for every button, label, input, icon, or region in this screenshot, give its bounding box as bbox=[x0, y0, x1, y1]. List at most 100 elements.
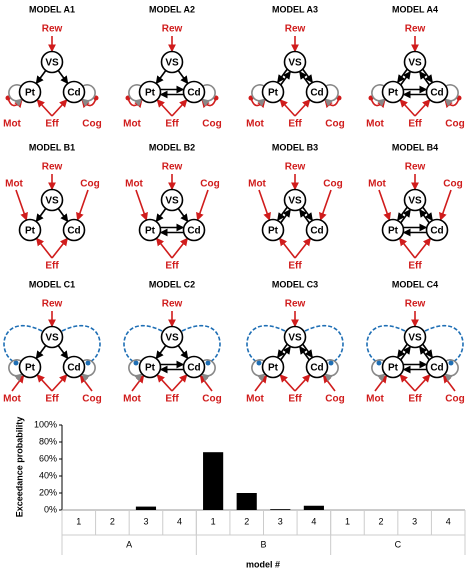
input-label: Eff bbox=[45, 119, 59, 130]
model-title: MODEL A2 bbox=[149, 4, 195, 14]
edge bbox=[279, 374, 296, 392]
node bbox=[18, 355, 42, 379]
model-title: MODEL A4 bbox=[392, 4, 438, 14]
input-label: Rew bbox=[285, 24, 306, 35]
edge bbox=[196, 189, 209, 221]
edge bbox=[258, 189, 271, 221]
node-label: VS bbox=[288, 196, 302, 207]
node-label: Cd bbox=[430, 88, 443, 99]
node bbox=[283, 50, 307, 74]
x-tick-label: 4 bbox=[177, 516, 182, 526]
bar bbox=[203, 452, 224, 510]
edge bbox=[76, 189, 89, 221]
edge bbox=[276, 68, 288, 83]
node bbox=[381, 80, 405, 104]
node bbox=[138, 218, 162, 242]
edge bbox=[442, 374, 456, 392]
y-tick-label: 100% bbox=[34, 419, 57, 429]
modulation-dot bbox=[133, 360, 139, 366]
model-title: MODEL B4 bbox=[392, 142, 438, 152]
edge bbox=[322, 374, 336, 392]
self-loop bbox=[128, 84, 143, 107]
self-loop bbox=[8, 359, 23, 382]
node bbox=[305, 80, 329, 104]
input-label: Eff bbox=[408, 261, 422, 272]
group-label: A bbox=[126, 539, 132, 549]
node-label: Cd bbox=[187, 226, 200, 237]
edge bbox=[294, 374, 311, 392]
y-tick-label: 40% bbox=[39, 470, 57, 480]
modulation-dot bbox=[256, 360, 262, 366]
node bbox=[381, 355, 405, 379]
model-title: MODEL A3 bbox=[272, 4, 318, 14]
node-label: VS bbox=[288, 333, 302, 344]
node-label: Cd bbox=[187, 363, 200, 374]
edge bbox=[298, 209, 310, 224]
node bbox=[261, 218, 285, 242]
input-label: Rew bbox=[42, 162, 63, 173]
model-title: MODEL C4 bbox=[392, 279, 438, 289]
self-loop bbox=[251, 359, 266, 382]
input-label: Mot bbox=[3, 119, 21, 130]
edge bbox=[400, 209, 412, 224]
input-label: Rew bbox=[162, 24, 183, 35]
node bbox=[261, 80, 285, 104]
bar bbox=[303, 505, 324, 510]
input-label: Rew bbox=[285, 162, 306, 173]
input-label: Mot bbox=[3, 394, 21, 405]
edge bbox=[36, 99, 53, 117]
input-label: Cog bbox=[445, 394, 464, 405]
node-label: Pt bbox=[268, 88, 279, 99]
input-label: Mot bbox=[368, 179, 386, 190]
edge bbox=[156, 99, 173, 117]
bar bbox=[135, 506, 157, 510]
node bbox=[18, 80, 42, 104]
node-label: Pt bbox=[25, 363, 36, 374]
node bbox=[182, 355, 206, 379]
edge bbox=[36, 374, 53, 392]
bar bbox=[236, 493, 257, 510]
input-label: Eff bbox=[288, 119, 302, 130]
model-title: MODEL A1 bbox=[29, 4, 75, 14]
node-label: VS bbox=[45, 58, 59, 69]
modulation-dot bbox=[328, 360, 334, 366]
edge bbox=[35, 69, 47, 85]
input-label: Eff bbox=[288, 261, 302, 272]
edge bbox=[35, 344, 47, 360]
x-tick-label: 3 bbox=[143, 516, 148, 526]
edge bbox=[398, 237, 416, 259]
model-title: MODEL C2 bbox=[149, 279, 195, 289]
input-label: Eff bbox=[408, 394, 422, 405]
modulation bbox=[3, 324, 43, 364]
self-loop bbox=[324, 359, 339, 382]
node bbox=[18, 218, 42, 242]
node bbox=[40, 188, 64, 212]
edge bbox=[135, 189, 148, 221]
self-loop bbox=[371, 359, 386, 382]
edge bbox=[396, 343, 408, 358]
x-tick-label: 4 bbox=[311, 516, 316, 526]
self-loop bbox=[81, 84, 96, 107]
edge bbox=[155, 237, 173, 259]
node bbox=[62, 80, 86, 104]
edge bbox=[254, 374, 268, 392]
node-label: Pt bbox=[268, 363, 279, 374]
modulation bbox=[304, 324, 344, 364]
input-label: Cog bbox=[445, 119, 464, 130]
x-tick-label: 1 bbox=[345, 516, 350, 526]
input-label: Eff bbox=[45, 261, 59, 272]
edge bbox=[400, 71, 412, 86]
input-label: Mot bbox=[366, 394, 384, 405]
edge bbox=[155, 207, 167, 223]
edge bbox=[422, 206, 434, 221]
input-label: Cog bbox=[323, 179, 342, 190]
input-label: Mot bbox=[246, 394, 264, 405]
node bbox=[261, 355, 285, 379]
node bbox=[40, 325, 64, 349]
edge bbox=[177, 69, 189, 85]
input-label: Cog bbox=[82, 394, 101, 405]
y-tick-label: 0% bbox=[44, 504, 57, 514]
group-label: C bbox=[395, 539, 402, 549]
edge bbox=[298, 71, 310, 86]
